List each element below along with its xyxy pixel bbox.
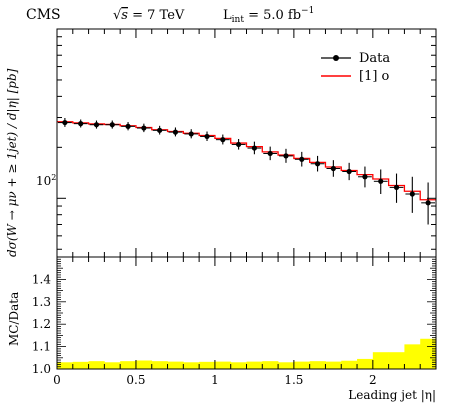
ratio-band-bin (88, 361, 105, 369)
data-point (362, 174, 368, 180)
energy-label: √s = 7 TeV (113, 8, 185, 23)
data-point (220, 137, 226, 143)
data-point (62, 119, 68, 126)
ratio-band-bin (246, 361, 263, 369)
data-point (299, 156, 305, 162)
data-point (251, 145, 257, 151)
ratio-band-bin (57, 362, 74, 369)
ratio-ytick-label: 1.2 (32, 317, 51, 331)
data-point (157, 127, 163, 133)
ratio-band-bin (72, 361, 89, 369)
data-point (393, 184, 400, 190)
data-point (93, 122, 100, 128)
ratio-y-tick-labels: 1.0 1.1 1.2 1.3 1.4 (32, 272, 51, 376)
data-point (425, 200, 431, 206)
data-point (109, 122, 115, 128)
data-point (141, 125, 147, 131)
x-tick-label: 1.5 (284, 373, 303, 387)
data-point (283, 153, 289, 159)
ratio-band-bin (325, 361, 342, 369)
legend-mc-label: [1] o (359, 69, 390, 84)
ratio-band-bin (293, 361, 310, 369)
x-tick-label: 0 (53, 373, 61, 387)
ratio-band-bin (151, 361, 168, 369)
data-point (330, 165, 336, 172)
x-tick-label: 2 (369, 373, 377, 387)
data-point (236, 141, 242, 148)
ratio-x-tick-labels: 0 0.5 1 1.5 2 (53, 373, 376, 387)
main-axis-ticks (56, 28, 437, 257)
data-point (267, 150, 273, 157)
data-point (346, 168, 352, 175)
ratio-band-bin (278, 362, 295, 369)
data-points (58, 118, 435, 225)
ratio-band-bin (372, 352, 389, 369)
x-axis-label: Leading jet |η| (348, 388, 436, 402)
mc-step-line (57, 121, 436, 201)
ratio-band-bin (388, 352, 405, 369)
ratio-ytick-label: 1.3 (32, 295, 51, 309)
ratio-band-bin (120, 361, 137, 369)
ratio-band-bin (183, 362, 200, 369)
data-point (314, 161, 321, 167)
ratio-ytick-label: 1.1 (32, 340, 51, 354)
data-point (409, 191, 415, 197)
legend-data-marker (333, 55, 339, 61)
experiment-label: CMS (26, 7, 61, 23)
data-point (204, 133, 210, 140)
ratio-ytick-label: 1.4 (32, 272, 51, 286)
ratio-band-bin (214, 361, 232, 369)
ratio-band-bin (404, 344, 421, 369)
ratio-y-axis-label: MC/Data (7, 292, 21, 346)
ratio-axis-ticks (56, 256, 437, 370)
data-point (378, 178, 384, 184)
data-point (188, 131, 194, 137)
ratio-uncertainty-band (57, 338, 437, 369)
legend: Data [1] o (321, 51, 390, 84)
ratio-panel: 1.0 1.1 1.2 1.3 1.4 0 0.5 1 1.5 2 MC/Data Leadin… (7, 256, 437, 402)
ratio-band-bin (167, 361, 184, 369)
luminosity-label: Lint = 5.0 fb−1 (223, 6, 314, 25)
legend-data-label: Data (359, 51, 390, 66)
ratio-band-bin (199, 361, 216, 369)
data-point (172, 129, 179, 135)
x-tick-label: 0.5 (126, 373, 145, 387)
data-point (78, 121, 84, 127)
ratio-ytick-label: 1.0 (32, 362, 51, 376)
main-panel: 102 dσ(W → μν + ≥ 1jet) / d|η| [pb] Data… (5, 28, 437, 258)
ratio-band-bin (357, 358, 374, 369)
x-tick-label: 1 (211, 373, 219, 387)
data-point (125, 123, 131, 129)
ratio-band-bin (341, 360, 358, 369)
mc-prediction-steps (57, 121, 436, 201)
ratio-band-bin (262, 361, 279, 369)
main-y-axis-label: dσ(W → μν + ≥ 1jet) / d|η| [pb] (5, 68, 19, 257)
ratio-band-bin (104, 362, 121, 369)
ratio-band-bin (230, 362, 247, 369)
main-ytick-label: 102 (36, 173, 56, 188)
ratio-band-bin (309, 361, 326, 369)
ratio-band-bin (135, 360, 153, 369)
